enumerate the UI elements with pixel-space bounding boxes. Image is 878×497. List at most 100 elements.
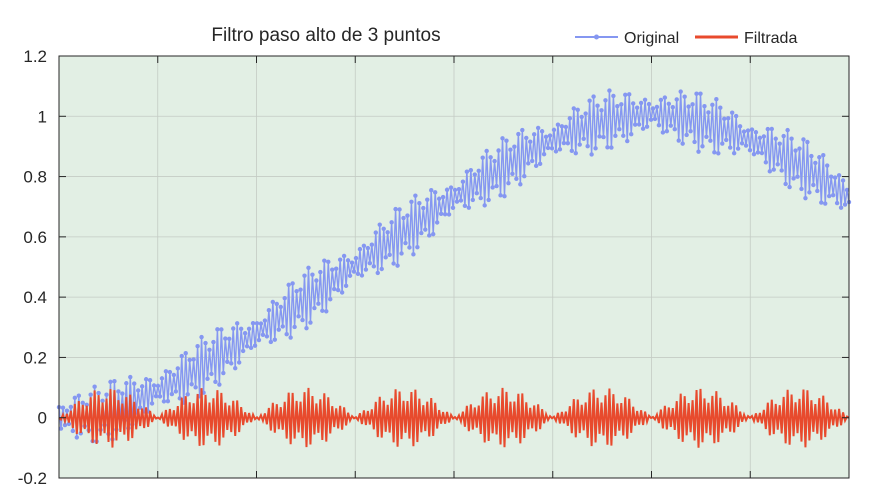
data-point-original bbox=[583, 111, 588, 116]
data-point-original bbox=[672, 126, 677, 132]
data-point-original bbox=[421, 205, 426, 211]
y-tick-label: 0.4 bbox=[23, 288, 47, 307]
data-point-original bbox=[539, 129, 545, 134]
data-point-original bbox=[405, 213, 410, 218]
data-point-original bbox=[815, 188, 820, 194]
data-point-original bbox=[834, 200, 840, 206]
data-point-original bbox=[567, 116, 573, 121]
data-point-original bbox=[533, 163, 539, 169]
data-point-original bbox=[601, 134, 606, 140]
data-point-original bbox=[66, 421, 72, 427]
data-point-original bbox=[167, 369, 173, 375]
data-point-original bbox=[775, 162, 780, 167]
data-point-original bbox=[423, 227, 428, 232]
data-point-original bbox=[205, 376, 210, 381]
data-point-original bbox=[729, 110, 735, 115]
data-point-original bbox=[365, 245, 371, 251]
data-point-original bbox=[361, 243, 367, 248]
data-point-original bbox=[328, 297, 333, 302]
data-point-original bbox=[401, 215, 406, 221]
data-point-original bbox=[458, 198, 464, 203]
data-point-original bbox=[359, 273, 365, 278]
data-point-original bbox=[236, 360, 242, 365]
data-point-original bbox=[425, 197, 430, 202]
ticks bbox=[58, 55, 850, 479]
data-point-original bbox=[377, 222, 382, 227]
data-point-original bbox=[844, 187, 850, 193]
data-point-original bbox=[411, 252, 416, 257]
data-point-original bbox=[116, 389, 121, 394]
y-tick-label: 0.2 bbox=[23, 348, 47, 367]
data-point-original bbox=[403, 240, 408, 246]
data-point-original bbox=[720, 141, 725, 146]
data-point-original bbox=[498, 193, 503, 198]
data-point-original bbox=[698, 91, 703, 96]
data-point-original bbox=[827, 193, 832, 199]
data-point-original bbox=[642, 97, 648, 102]
data-point-original bbox=[292, 324, 297, 330]
data-point-original bbox=[613, 133, 618, 138]
data-point-original bbox=[335, 287, 341, 293]
data-point-original bbox=[300, 317, 305, 323]
data-point-original bbox=[811, 182, 816, 188]
data-point-original bbox=[280, 324, 285, 329]
data-point-original bbox=[830, 193, 836, 198]
data-point-original bbox=[270, 299, 276, 305]
data-point-original bbox=[514, 176, 519, 181]
data-point-original bbox=[332, 286, 337, 292]
data-point-original bbox=[124, 381, 129, 386]
data-point-original bbox=[632, 122, 638, 127]
data-point-original bbox=[318, 269, 323, 275]
data-point-original bbox=[165, 398, 171, 404]
data-point-original bbox=[432, 190, 438, 195]
data-point-original bbox=[175, 366, 180, 371]
data-point-original bbox=[448, 185, 454, 190]
data-point-original bbox=[549, 146, 555, 151]
data-point-original bbox=[183, 351, 188, 356]
data-point-original bbox=[678, 89, 683, 94]
data-point-original bbox=[264, 334, 270, 339]
data-point-original bbox=[674, 97, 679, 102]
data-point-original bbox=[666, 101, 672, 106]
data-point-original bbox=[246, 326, 252, 331]
data-point-original bbox=[345, 258, 351, 263]
data-point-original bbox=[646, 101, 652, 107]
data-point-original bbox=[531, 132, 537, 137]
data-point-original bbox=[629, 132, 634, 137]
data-point-original bbox=[650, 106, 656, 111]
data-point-original bbox=[765, 126, 771, 132]
data-point-original bbox=[252, 343, 258, 348]
data-point-original bbox=[244, 344, 250, 349]
data-point-original bbox=[195, 343, 200, 349]
data-point-original bbox=[341, 253, 347, 259]
data-point-original bbox=[383, 255, 388, 260]
data-point-original bbox=[199, 334, 204, 340]
data-point-original bbox=[706, 110, 711, 115]
data-point-original bbox=[559, 124, 565, 129]
data-point-original bbox=[482, 203, 487, 208]
data-point-original bbox=[593, 146, 598, 151]
data-point-original bbox=[585, 144, 590, 149]
data-point-original bbox=[88, 392, 93, 397]
data-point-original bbox=[322, 258, 327, 263]
data-point-original bbox=[238, 326, 244, 332]
data-point-original bbox=[163, 369, 169, 374]
data-point-original bbox=[573, 150, 578, 156]
data-point-original bbox=[524, 135, 529, 141]
data-point-original bbox=[409, 199, 414, 204]
data-point-original bbox=[58, 426, 64, 431]
data-point-original bbox=[640, 126, 646, 131]
data-point-original bbox=[785, 127, 790, 133]
data-point-original bbox=[306, 265, 311, 270]
data-point-original bbox=[704, 134, 709, 139]
data-point-original bbox=[795, 174, 800, 179]
legend-marker-original bbox=[594, 34, 599, 40]
data-point-original bbox=[316, 301, 321, 306]
data-point-original bbox=[478, 195, 483, 201]
data-point-original bbox=[553, 149, 559, 154]
data-point-original bbox=[595, 103, 600, 108]
data-point-original bbox=[92, 384, 97, 389]
data-point-original bbox=[561, 140, 567, 146]
data-point-original bbox=[446, 212, 452, 217]
data-point-original bbox=[276, 327, 281, 332]
